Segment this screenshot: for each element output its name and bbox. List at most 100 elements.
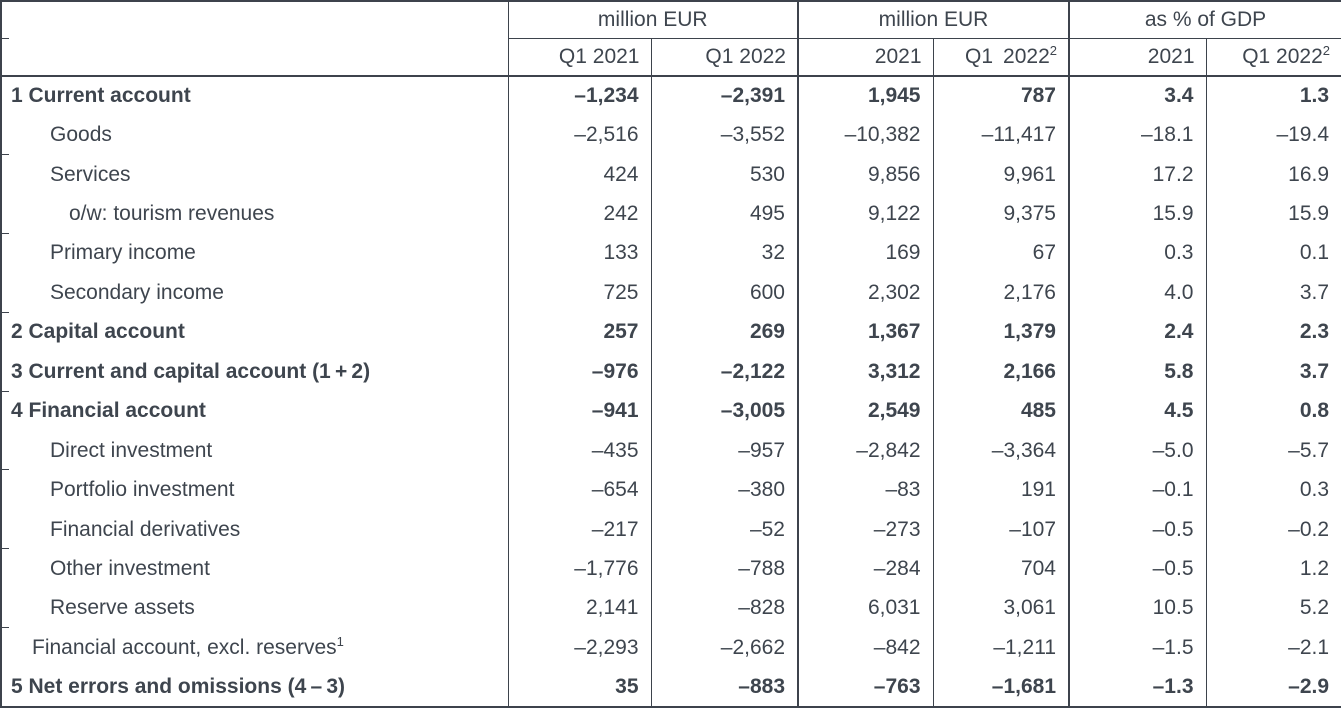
value-cell: –10,382 [797, 115, 933, 155]
row-label: Services [1, 153, 508, 194]
column-group-header: million EUR [797, 1, 1069, 39]
value-cell: 15.9 [1068, 194, 1206, 234]
row-label-text: Portfolio investment [50, 478, 235, 502]
value-cell: 0.8 [1205, 391, 1341, 431]
value-cell: 2,302 [797, 273, 933, 313]
value-cell: 1,367 [797, 312, 933, 353]
value-cell: 2.3 [1205, 312, 1341, 353]
value-cell: 1.3 [1205, 76, 1341, 116]
value-cell: –284 [797, 549, 933, 589]
value-cell: –828 [650, 588, 798, 629]
column-header-superscript: 2 [1322, 42, 1331, 58]
value-cell: –788 [650, 549, 798, 589]
value-cell: 242 [507, 194, 651, 234]
table-row: Portfolio investment –654 –380 –83 191 –0.1 0.… [1, 469, 1341, 510]
row-label-text: Secondary income [50, 280, 224, 304]
column-group-header: million EUR [507, 1, 798, 39]
row-label-text: o/w: tourism revenues [69, 202, 275, 226]
value-cell: 0.3 [1068, 233, 1206, 274]
table-row: 4 Financial account –941 –3,005 2,549 485 4.5… [1, 390, 1341, 431]
value-cell: 10.5 [1068, 588, 1206, 629]
row-label: Primary income [1, 232, 508, 273]
value-cell: 725 [507, 273, 651, 313]
value-cell: –654 [507, 470, 651, 510]
row-label-text: Other investment [50, 556, 210, 580]
value-cell: –2.9 [1205, 667, 1341, 707]
table-row: Secondary income 725 600 2,302 2,176 4.0 3.7 [1, 273, 1341, 313]
value-cell: –957 [650, 430, 798, 471]
value-cell: –2,662 [650, 628, 798, 668]
row-label: Direct investment [1, 431, 508, 470]
value-cell: 600 [650, 273, 798, 313]
value-cell: –1.5 [1068, 628, 1206, 668]
column-group-header: as % of GDP [1067, 1, 1341, 39]
column-header-label: 2021 [1147, 44, 1195, 68]
value-cell: 1.2 [1205, 549, 1341, 589]
value-cell: 2,141 [507, 588, 651, 629]
row-label: 4 Financial account [1, 390, 508, 431]
column-header-label: Q1 2022 [705, 44, 786, 68]
value-cell: 3.4 [1068, 76, 1206, 116]
column-header-label: 2021 [874, 44, 922, 68]
value-cell: 787 [932, 76, 1069, 116]
column-header-label: Q1 2022 [964, 44, 1050, 68]
row-label: 1 Current account [1, 76, 508, 115]
value-cell: –0.5 [1068, 549, 1206, 589]
value-cell: 3,061 [932, 588, 1069, 629]
value-cell: –3,005 [650, 391, 798, 431]
column-header-label: Q1 2021 [558, 44, 640, 68]
value-cell: 3.7 [1205, 352, 1341, 392]
value-cell: 32 [650, 233, 798, 274]
value-cell: 424 [507, 154, 651, 195]
value-cell: –976 [507, 352, 651, 392]
value-cell: 257 [507, 312, 651, 353]
value-cell: 5.2 [1205, 588, 1341, 629]
value-cell: –1,211 [932, 628, 1069, 668]
table-row: 2 Capital account 257 269 1,367 1,379 2.4 2.3 [1, 311, 1341, 353]
value-cell: –11,417 [932, 115, 1069, 155]
value-cell: –18.1 [1068, 115, 1206, 155]
value-cell: 704 [932, 549, 1069, 589]
value-cell: 2,549 [797, 391, 933, 431]
value-cell: –1,681 [932, 667, 1069, 707]
table-row: 5 Net errors and omissions (4 – 3) 35 –883… [1, 667, 1341, 707]
value-cell: 2,176 [932, 273, 1069, 313]
value-cell: –52 [650, 509, 798, 550]
value-cell: 15.9 [1205, 194, 1341, 234]
value-cell: –941 [507, 391, 651, 431]
value-cell: 0.3 [1205, 470, 1341, 510]
table-row: Reserve assets 2,141 –828 6,031 3,061 10.5 5.2 [1, 588, 1341, 629]
value-cell: –83 [797, 470, 933, 510]
row-label: 2 Capital account [1, 311, 508, 352]
row-label: Portfolio investment [1, 469, 508, 509]
value-cell: 3.7 [1205, 273, 1341, 313]
value-cell: 67 [932, 233, 1069, 274]
table-row: Services 424 530 9,856 9,961 17.2 16.9 [1, 153, 1341, 195]
value-cell: 269 [650, 312, 798, 353]
value-cell: 4.0 [1068, 273, 1206, 313]
value-cell: –5.7 [1205, 430, 1341, 471]
value-cell: –19.4 [1205, 115, 1341, 155]
value-cell: 16.9 [1205, 154, 1341, 195]
row-label-text: 4 Financial account [11, 399, 206, 423]
value-cell: 5.8 [1068, 352, 1206, 392]
table-row: 3 Current and capital account (1 + 2) –97… [1, 352, 1341, 392]
value-cell: –2,122 [650, 352, 798, 392]
row-label: Reserve assets [1, 589, 508, 628]
value-cell: –0.5 [1068, 509, 1206, 550]
value-cell: –217 [507, 509, 651, 550]
value-cell: 169 [797, 233, 933, 274]
value-cell: –2,293 [507, 628, 651, 668]
value-cell: –380 [650, 470, 798, 510]
row-label-text: Financial derivatives [50, 517, 241, 541]
value-cell: –842 [797, 628, 933, 668]
value-cell: 0.1 [1205, 233, 1341, 274]
value-cell: –1.3 [1068, 667, 1206, 707]
row-label-text: 1 Current account [11, 84, 191, 108]
value-cell: –5.0 [1068, 430, 1206, 471]
value-cell: 133 [507, 233, 651, 274]
column-header-row: Q1 2021 Q1 2022 2021 Q1 20222 2021 Q1 20222 [1, 38, 1341, 77]
value-cell: –435 [507, 430, 651, 471]
row-label-text: Primary income [50, 241, 196, 265]
